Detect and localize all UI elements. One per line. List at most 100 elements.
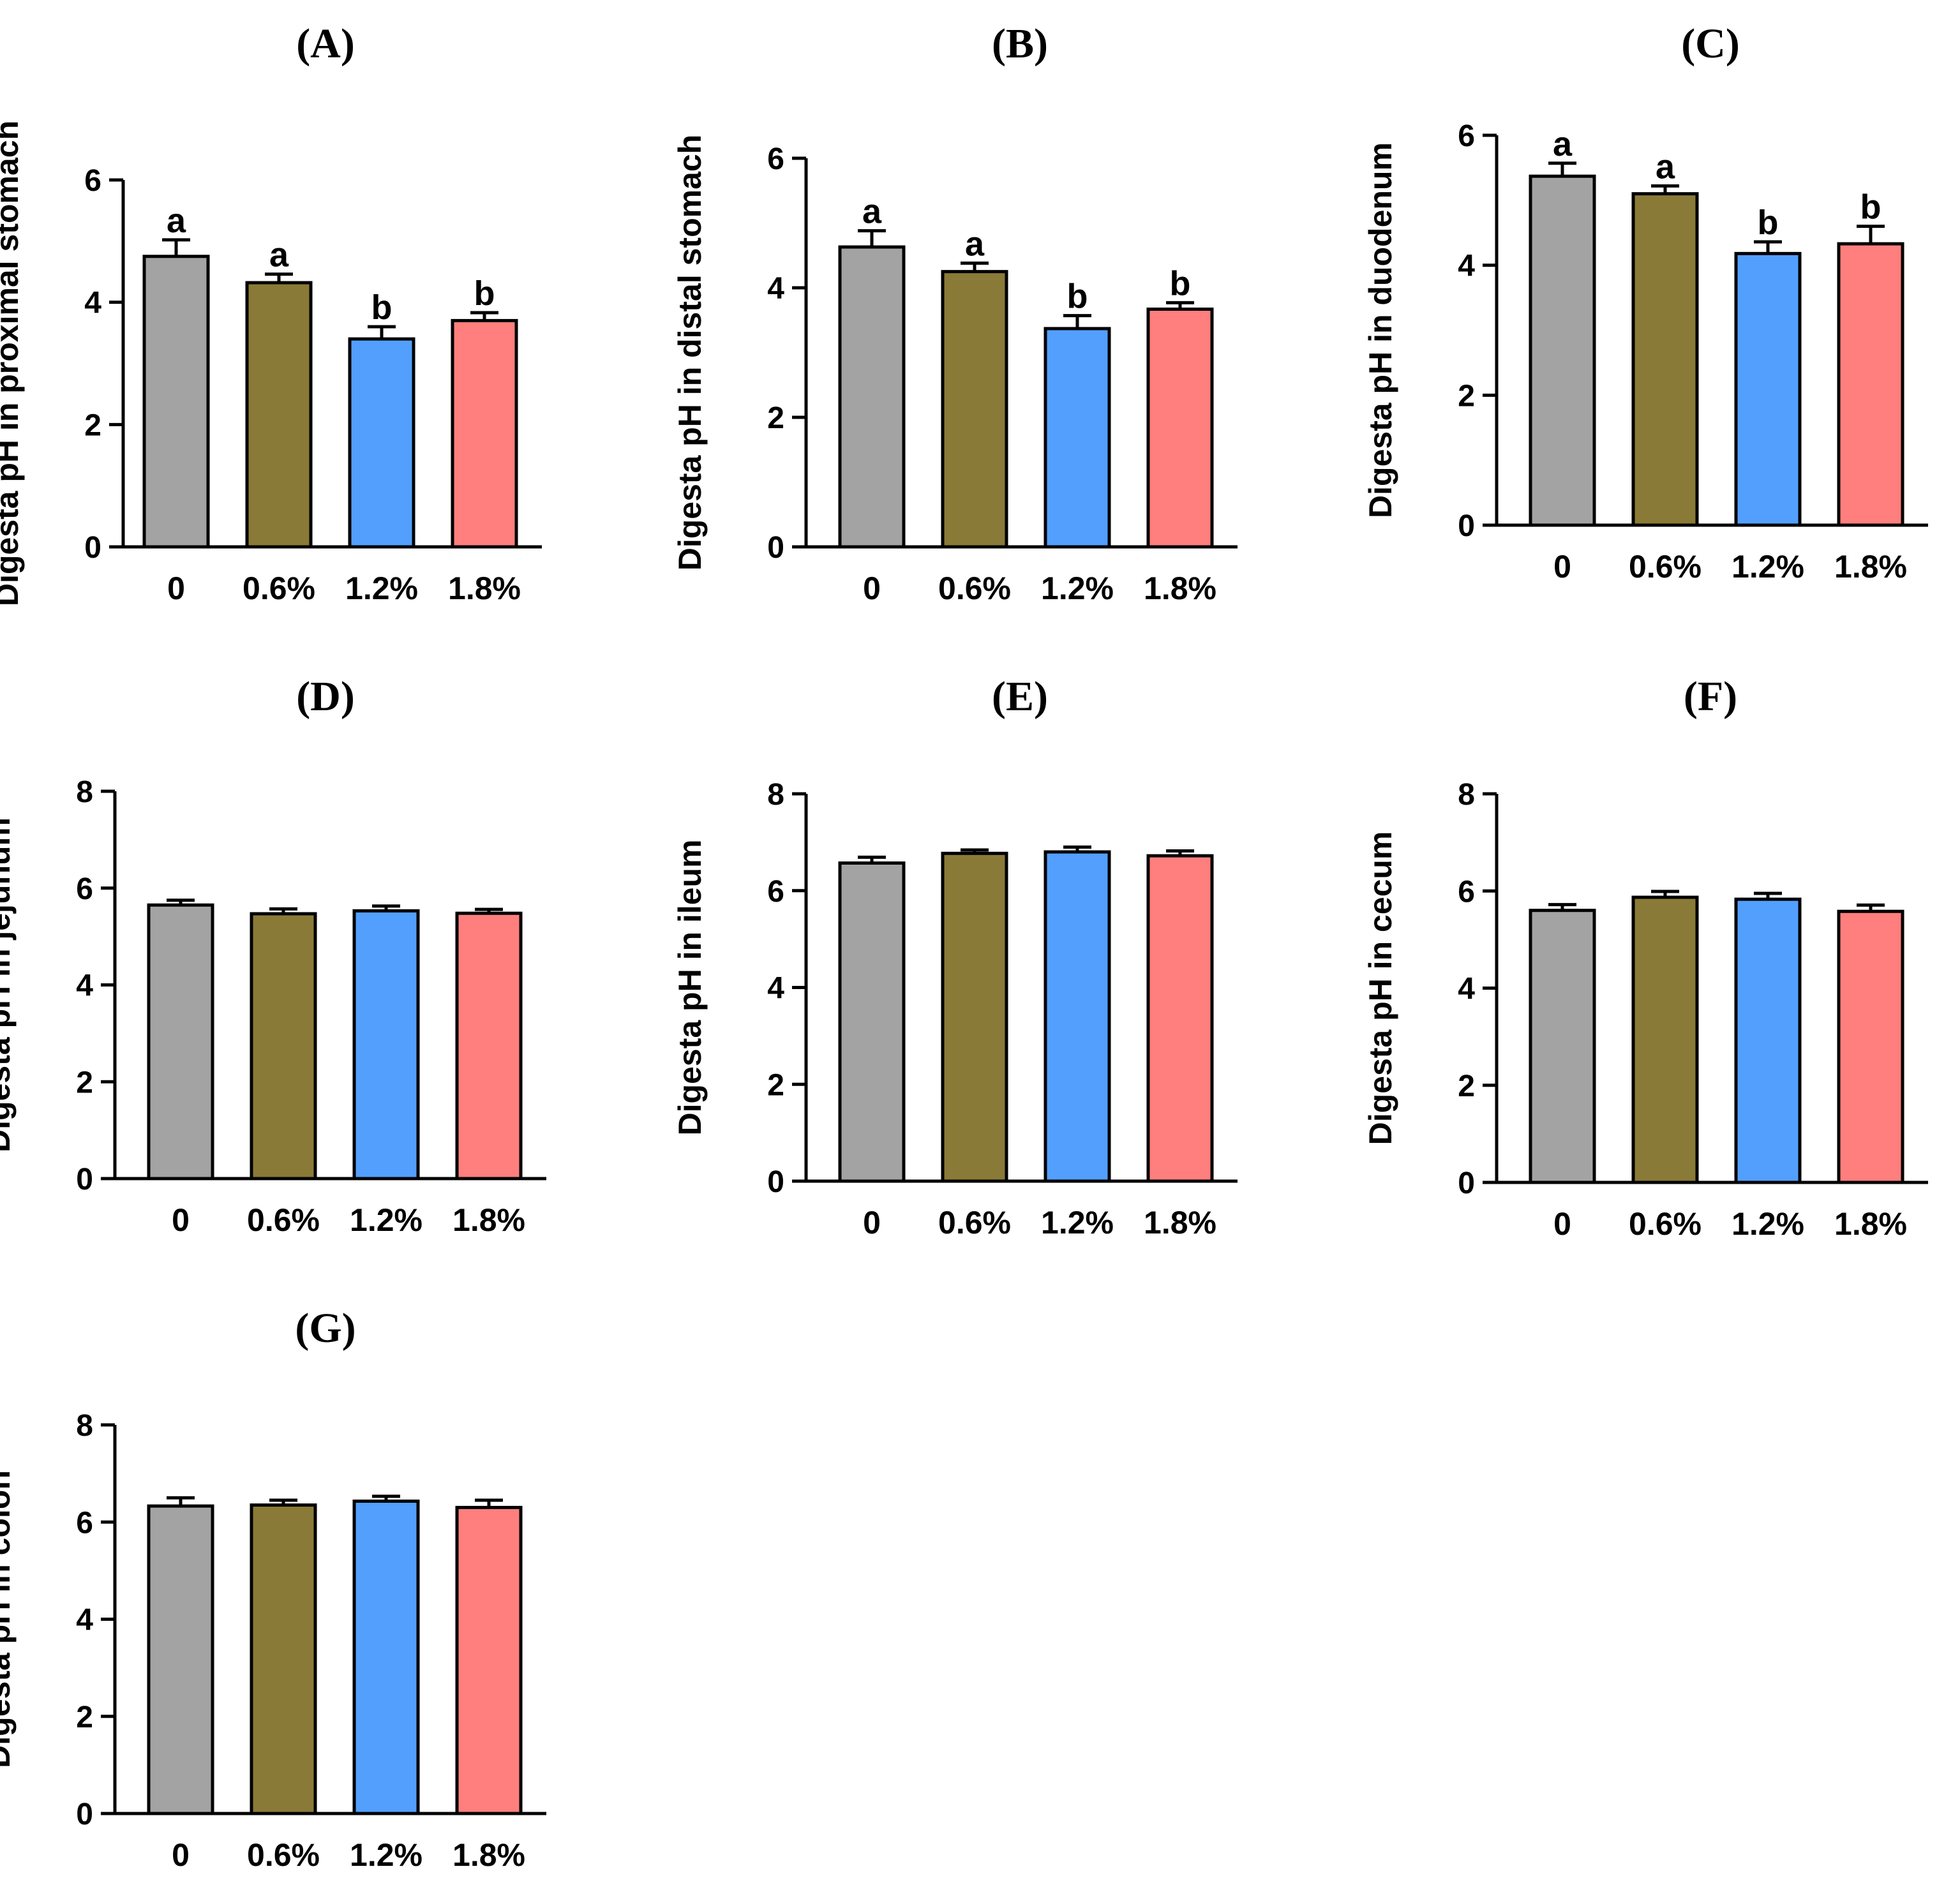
x-tick-label: 1.2% bbox=[1732, 1206, 1804, 1242]
chart-panel-b: (B) Digesta pH in distal stomach a 0 a 0.6% b 1… bbox=[672, 20, 1238, 606]
x-tick-label: 0.6% bbox=[243, 570, 315, 606]
bar-0 bbox=[142, 255, 210, 549]
significance-letter: b bbox=[1758, 204, 1779, 242]
bar-1.8% bbox=[1146, 854, 1214, 1183]
y-axis-label: Digesta pH in colon bbox=[0, 1470, 17, 1768]
bar-1.2% bbox=[352, 1500, 420, 1815]
y-axis-label: Digesta pH in ileum bbox=[672, 840, 708, 1136]
bar-1.2% bbox=[1734, 897, 1802, 1184]
y-tick-label: 6 bbox=[76, 872, 93, 906]
y-tick-label: 8 bbox=[767, 778, 784, 812]
y-tick-label: 8 bbox=[1458, 778, 1475, 812]
significance-letter: b bbox=[474, 274, 495, 313]
bar-1.8% bbox=[455, 911, 523, 1181]
significance-letter: b bbox=[1170, 264, 1191, 302]
bar-1.8% bbox=[1146, 307, 1214, 549]
bar-1.8% bbox=[1837, 909, 1904, 1184]
x-tick-label: 0.6% bbox=[938, 570, 1011, 606]
y-tick-label: 6 bbox=[1458, 875, 1475, 909]
significance-letter: a bbox=[862, 193, 882, 231]
y-tick-label: 2 bbox=[767, 401, 784, 435]
chart-panel-d: (D) Digesta pH in jejunum 0 0.6% 1.2% 1.8% 0 2 4… bbox=[0, 673, 546, 1238]
y-tick-label: 2 bbox=[84, 408, 101, 442]
x-tick-label: 0.6% bbox=[247, 1202, 320, 1238]
panel-title: (C) bbox=[1681, 20, 1740, 67]
y-tick-label: 6 bbox=[1458, 119, 1475, 153]
x-tick-label: 1.8% bbox=[1144, 570, 1216, 606]
bar-0.6% bbox=[250, 1503, 317, 1815]
y-tick-label: 6 bbox=[767, 142, 784, 176]
significance-letter: a bbox=[1553, 125, 1573, 163]
y-tick-label: 4 bbox=[76, 1604, 93, 1637]
y-axis-label: Digesta pH in duodenum bbox=[1363, 142, 1398, 518]
x-tick-label: 1.2% bbox=[1732, 549, 1804, 585]
bar-0 bbox=[147, 903, 214, 1181]
y-tick-label: 6 bbox=[84, 164, 101, 198]
y-tick-label: 2 bbox=[1458, 379, 1475, 413]
x-tick-label: 1.8% bbox=[453, 1837, 525, 1873]
significance-letter: b bbox=[371, 288, 393, 327]
x-tick-label: 1.2% bbox=[350, 1837, 423, 1873]
bar-0.6% bbox=[941, 270, 1008, 549]
bar-0.6% bbox=[1631, 192, 1699, 527]
x-tick-label: 1.2% bbox=[345, 570, 418, 606]
y-tick-label: 0 bbox=[767, 1165, 784, 1199]
panel-title: (B) bbox=[992, 20, 1048, 67]
bar-0.6% bbox=[941, 851, 1008, 1183]
y-tick-label: 4 bbox=[1458, 250, 1475, 283]
x-tick-label: 1.2% bbox=[1041, 570, 1114, 606]
significance-letter: b bbox=[1067, 278, 1088, 316]
y-axis-label: Digesta pH in jejunum bbox=[0, 817, 17, 1152]
chart-panel-a: (A) Digesta pH in proximal stomach a 0 a 0.6%… bbox=[0, 20, 542, 606]
bar-0 bbox=[1529, 909, 1596, 1184]
y-tick-label: 0 bbox=[1458, 1166, 1475, 1200]
y-axis-label: Digesta pH in cecum bbox=[1363, 831, 1398, 1145]
significance-letter: a bbox=[965, 225, 985, 263]
panel-title: (E) bbox=[992, 673, 1048, 720]
y-tick-label: 4 bbox=[767, 272, 784, 306]
x-tick-label: 1.8% bbox=[1144, 1205, 1216, 1240]
bar-0 bbox=[838, 245, 906, 549]
y-tick-label: 4 bbox=[1458, 972, 1475, 1006]
significance-letter: b bbox=[1860, 188, 1881, 227]
x-tick-label: 0 bbox=[172, 1837, 190, 1873]
bar-1.2% bbox=[1044, 850, 1111, 1183]
y-tick-label: 0 bbox=[76, 1798, 93, 1831]
chart-panel-c: (C) Digesta pH in duodenum a 0 a 0.6% b 1.2% b 1.… bbox=[1363, 20, 1928, 585]
x-tick-label: 0 bbox=[167, 570, 185, 606]
x-tick-label: 1.2% bbox=[350, 1202, 423, 1238]
x-tick-label: 0 bbox=[863, 570, 881, 606]
significance-letter: a bbox=[269, 236, 289, 274]
bar-0 bbox=[147, 1504, 214, 1815]
y-tick-label: 2 bbox=[76, 1066, 93, 1099]
y-tick-label: 6 bbox=[767, 875, 784, 909]
bar-1.2% bbox=[348, 337, 415, 549]
x-tick-label: 0.6% bbox=[1629, 1206, 1702, 1242]
x-tick-label: 1.8% bbox=[1834, 1206, 1907, 1242]
x-tick-label: 0 bbox=[863, 1205, 881, 1240]
bar-1.8% bbox=[1837, 242, 1904, 527]
y-tick-label: 0 bbox=[1458, 509, 1475, 543]
panel-title: (D) bbox=[296, 673, 355, 720]
bar-1.2% bbox=[352, 909, 420, 1181]
bar-1.2% bbox=[1734, 251, 1802, 527]
y-tick-label: 6 bbox=[76, 1506, 93, 1540]
y-tick-label: 0 bbox=[767, 531, 784, 565]
chart-panel-e: (E) Digesta pH in ileum 0 0.6% 1.2% 1.8% 0 2 4 6 8 bbox=[672, 673, 1238, 1240]
x-tick-label: 0.6% bbox=[247, 1837, 320, 1873]
x-tick-label: 0 bbox=[1553, 1206, 1571, 1242]
chart-panel-f: (F) Digesta pH in cecum 0 0.6% 1.2% 1.8% 0 2 4 6 8 bbox=[1363, 673, 1928, 1242]
x-tick-label: 1.8% bbox=[1834, 549, 1907, 585]
bar-0.6% bbox=[245, 281, 313, 549]
y-tick-label: 2 bbox=[76, 1701, 93, 1734]
x-tick-label: 1.2% bbox=[1041, 1205, 1114, 1240]
bar-0.6% bbox=[1631, 895, 1699, 1184]
x-tick-label: 1.8% bbox=[453, 1202, 525, 1238]
y-tick-label: 8 bbox=[76, 1409, 93, 1443]
x-tick-label: 0.6% bbox=[1629, 549, 1702, 585]
bar-0 bbox=[1529, 174, 1596, 527]
x-tick-label: 0.6% bbox=[938, 1205, 1011, 1240]
panel-title: (G) bbox=[295, 1305, 355, 1352]
bar-1.8% bbox=[455, 1505, 523, 1815]
